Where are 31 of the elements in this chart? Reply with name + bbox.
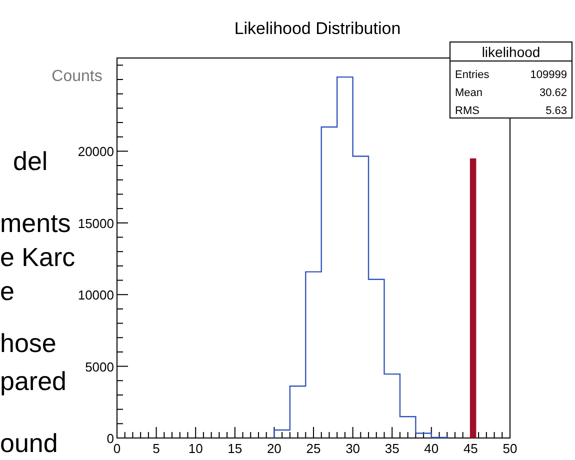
- y-tick-label: 10000: [78, 288, 114, 303]
- y-tick-label: 20000: [78, 144, 114, 160]
- text: 5.63: [546, 105, 567, 117]
- annotation: Mean: [455, 87, 483, 99]
- y-tick-label: 5000: [85, 359, 114, 374]
- x-tick-label: 45: [463, 441, 478, 456]
- text: e Karc: [0, 242, 76, 272]
- text: pared: [0, 366, 66, 396]
- x-tick-label: 40: [424, 441, 439, 456]
- x-tick-label: 15: [228, 441, 242, 456]
- x-tick-label: 50: [502, 441, 518, 456]
- annotation: RMS: [455, 105, 480, 117]
- text: del: [13, 146, 48, 176]
- x-tick-label: 35: [384, 441, 400, 456]
- annotation: Entries: [455, 69, 490, 81]
- text: ound: [0, 428, 58, 458]
- x-tick-label: 10: [188, 441, 203, 456]
- y-axis-title: Counts: [52, 68, 102, 85]
- x-tick-label: 30: [346, 441, 360, 456]
- x-tick-label: 20: [266, 441, 282, 456]
- text: 30.62: [539, 87, 567, 99]
- y-tick-label: 0: [106, 431, 114, 446]
- annotation: likelihood: [482, 44, 540, 60]
- y-tick-label: 15000: [78, 216, 114, 231]
- text: hose: [0, 328, 56, 358]
- text: ments: [0, 208, 71, 238]
- text: e: [0, 276, 14, 306]
- chart-title: Likelihood Distribution: [234, 19, 401, 38]
- x-tick-label: 5: [152, 441, 160, 456]
- x-tick-label: 25: [306, 441, 321, 456]
- text: 109999: [530, 69, 567, 81]
